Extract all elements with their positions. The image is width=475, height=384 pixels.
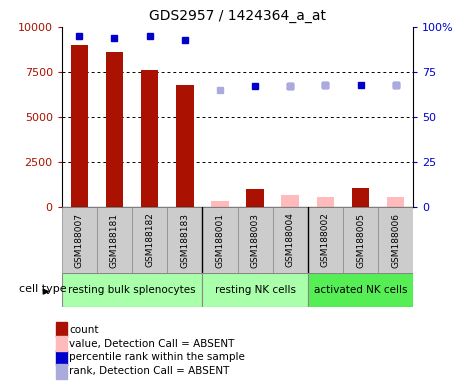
Bar <box>378 207 413 273</box>
Text: GSM188007: GSM188007 <box>75 213 84 268</box>
Text: GSM188004: GSM188004 <box>286 213 294 268</box>
Text: GSM188001: GSM188001 <box>216 213 224 268</box>
Bar <box>308 207 343 273</box>
Bar <box>56 336 67 351</box>
Text: GSM188003: GSM188003 <box>251 213 259 268</box>
Text: resting bulk splenocytes: resting bulk splenocytes <box>68 285 196 295</box>
Bar <box>238 207 273 273</box>
Text: GSM188181: GSM188181 <box>110 213 119 268</box>
Bar <box>97 207 132 273</box>
Bar <box>352 189 369 207</box>
Bar <box>176 84 194 207</box>
Text: activated NK cells: activated NK cells <box>314 285 407 295</box>
Bar <box>316 197 334 207</box>
Title: GDS2957 / 1424364_a_at: GDS2957 / 1424364_a_at <box>149 9 326 23</box>
Bar <box>211 201 228 207</box>
Bar <box>62 273 202 307</box>
Text: GSM188182: GSM188182 <box>145 213 154 268</box>
Bar <box>281 195 299 207</box>
Bar <box>167 207 202 273</box>
Bar <box>202 207 238 273</box>
Text: count: count <box>69 325 99 335</box>
Bar <box>308 273 413 307</box>
Text: GSM188183: GSM188183 <box>180 213 189 268</box>
Bar <box>387 197 404 207</box>
Text: GSM188002: GSM188002 <box>321 213 330 268</box>
Bar <box>247 189 264 207</box>
Bar <box>56 364 67 379</box>
Bar <box>141 70 158 207</box>
Bar <box>56 350 67 365</box>
Bar <box>62 207 97 273</box>
Bar <box>71 45 88 207</box>
Text: cell type: cell type <box>19 284 66 294</box>
Text: percentile rank within the sample: percentile rank within the sample <box>69 353 245 362</box>
Bar <box>56 322 67 337</box>
Bar <box>202 273 308 307</box>
Bar <box>132 207 167 273</box>
Text: resting NK cells: resting NK cells <box>215 285 295 295</box>
Text: rank, Detection Call = ABSENT: rank, Detection Call = ABSENT <box>69 366 230 376</box>
Bar <box>343 207 378 273</box>
Bar <box>273 207 308 273</box>
Text: GSM188005: GSM188005 <box>356 213 365 268</box>
Bar <box>105 52 124 207</box>
Text: value, Detection Call = ABSENT: value, Detection Call = ABSENT <box>69 339 235 349</box>
Text: GSM188006: GSM188006 <box>391 213 400 268</box>
